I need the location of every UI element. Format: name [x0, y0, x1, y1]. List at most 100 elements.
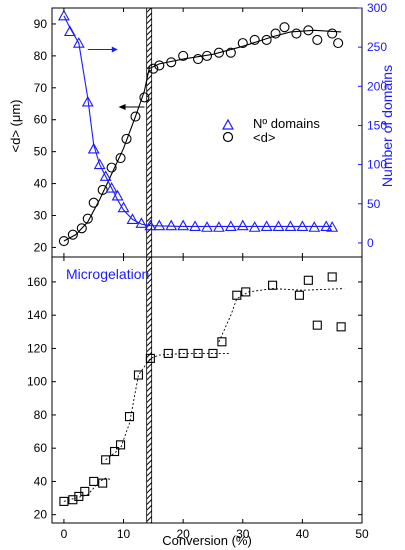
data-point-d32 — [327, 272, 337, 282]
data-point-d32 — [89, 476, 99, 486]
data-point-d32 — [101, 455, 111, 465]
plot-frame — [51, 256, 363, 524]
data-point-domains — [212, 221, 225, 232]
data-point-d32 — [68, 495, 78, 505]
data-point-d32 — [241, 287, 251, 297]
data-point-d — [58, 235, 69, 247]
data-point-d32 — [268, 280, 278, 290]
y-tick-label: 120 — [27, 341, 47, 355]
x-tick-label: 10 — [117, 527, 131, 541]
data-point-domains — [260, 220, 273, 232]
arrow-left-head — [118, 103, 126, 110]
data-point-domains — [153, 219, 166, 231]
y-tick-label: 60 — [34, 113, 48, 127]
data-point-d — [106, 162, 117, 173]
data-point-domains — [236, 219, 249, 231]
data-point-d32 — [163, 348, 173, 358]
data-point-d — [121, 133, 132, 144]
data-point-domains — [117, 201, 130, 213]
data-point-d32 — [208, 348, 218, 358]
data-point-d32 — [133, 370, 143, 380]
data-point-d32 — [124, 412, 135, 422]
data-point-d — [270, 28, 281, 39]
data-point-domains — [126, 213, 139, 224]
y-tick-label: 140 — [27, 308, 47, 322]
top-panel: 20 30 40 50 60 70 80 90 0 50 100 150 200 250 300 — [34, 1, 387, 258]
data-point-d32 — [232, 290, 242, 300]
data-point-d — [154, 60, 165, 71]
y-tick-label-right: 300 — [367, 1, 387, 15]
data-point-domains — [224, 220, 237, 232]
data-point-d32 — [116, 440, 126, 450]
data-point-domains — [135, 217, 148, 228]
vertical-band — [146, 7, 153, 258]
data-point-d32 — [145, 353, 155, 363]
y-tick-label-right: 250 — [367, 40, 387, 54]
data-point-d — [303, 25, 314, 36]
x-tick-label: 30 — [236, 527, 250, 541]
data-point-d — [312, 34, 323, 45]
data-point-domains — [144, 219, 157, 231]
data-point-d32 — [110, 446, 120, 457]
data-point-domains — [105, 181, 118, 193]
data-point-domains — [93, 158, 106, 170]
legend-entry-domains: Nº domains — [253, 116, 320, 131]
data-point-d — [148, 63, 159, 74]
data-point-domains — [201, 221, 213, 232]
legend-circle-marker — [222, 131, 234, 143]
data-point-domains — [320, 220, 333, 232]
data-point-domains — [57, 9, 70, 21]
y-tick-label: 30 — [34, 209, 48, 223]
data-point-domains — [177, 219, 190, 231]
data-point-d32 — [193, 348, 203, 358]
data-point-d32 — [312, 320, 322, 330]
y-tick-label-right: 0 — [367, 236, 374, 250]
plot-frame — [51, 7, 363, 258]
data-point-d — [166, 57, 177, 68]
y-tick-label: 40 — [34, 177, 48, 191]
data-point-domains — [272, 220, 285, 232]
y-tick-label: 160 — [27, 275, 47, 289]
y-tick-label: 100 — [27, 375, 47, 389]
data-point-d — [201, 50, 213, 61]
bottom-x-axis-title: Conversion (%) — [162, 533, 252, 548]
y-tick-label: 90 — [34, 17, 48, 31]
vertical-band — [146, 256, 153, 524]
y-tick-label-right: 150 — [367, 118, 387, 132]
data-point-domains — [87, 142, 100, 154]
y-tick-label-right: 50 — [367, 197, 381, 211]
data-point-d32 — [59, 496, 69, 506]
y-tick-label: 70 — [34, 81, 48, 95]
data-point-domains — [99, 170, 112, 181]
data-point-domains — [284, 220, 297, 232]
data-point-d32 — [294, 290, 304, 300]
data-point-d32 — [336, 322, 346, 332]
data-point-domains — [111, 189, 124, 201]
data-point-domains — [308, 221, 321, 232]
data-point-d32 — [98, 478, 108, 488]
data-point-domains — [296, 220, 309, 232]
x-tick-label: 0 — [61, 527, 68, 541]
data-point-domains — [72, 37, 85, 48]
y-tick-label: 80 — [34, 408, 48, 422]
data-point-d — [76, 223, 87, 234]
data-point-d — [193, 54, 204, 65]
y-tick-label: 50 — [34, 145, 48, 159]
data-point-d — [291, 28, 302, 39]
data-point-d — [237, 38, 248, 49]
fit-line-d — [63, 29, 342, 242]
data-point-d — [279, 22, 290, 33]
data-point-d — [130, 111, 141, 122]
data-point-d — [225, 47, 236, 58]
static-labels: <d> (μm) Number of domains Conversion (%… — [8, 65, 395, 548]
data-point-d — [115, 152, 126, 164]
guide-line — [63, 477, 112, 502]
y-tick-label: 40 — [34, 474, 48, 488]
data-point-d32 — [178, 348, 188, 358]
legend-triangle-marker — [221, 118, 235, 130]
data-point-d32 — [303, 275, 313, 285]
x-tick-label: 40 — [296, 527, 310, 541]
data-point-d — [178, 50, 189, 61]
data-point-d32 — [80, 486, 90, 496]
